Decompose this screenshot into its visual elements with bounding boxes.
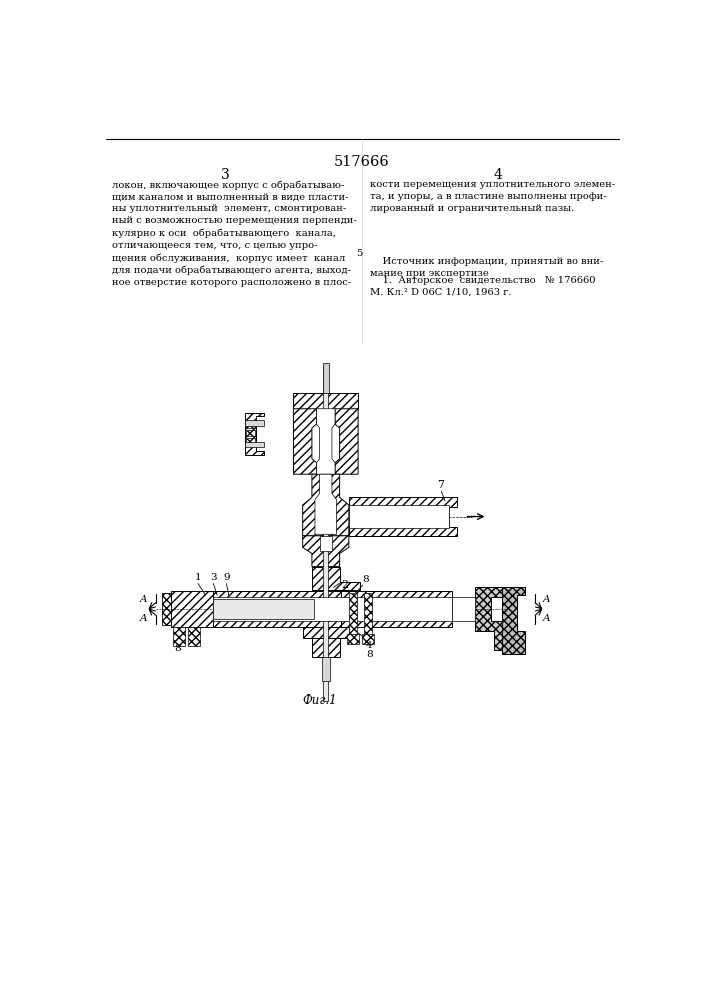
- Polygon shape: [245, 413, 264, 455]
- Text: A: A: [543, 595, 551, 604]
- Polygon shape: [162, 593, 171, 625]
- Polygon shape: [303, 536, 349, 567]
- Polygon shape: [452, 597, 475, 620]
- Polygon shape: [245, 442, 264, 447]
- Text: A: A: [140, 595, 148, 604]
- Text: 5: 5: [356, 249, 363, 258]
- Polygon shape: [171, 591, 214, 627]
- Text: Источник информации, принятый во вни-
мание при экспертизе: Источник информации, принятый во вни- ма…: [370, 257, 603, 278]
- Text: 9: 9: [223, 573, 230, 582]
- Polygon shape: [335, 409, 358, 474]
- Polygon shape: [315, 474, 337, 534]
- Text: 4: 4: [366, 641, 373, 650]
- Polygon shape: [322, 363, 329, 393]
- Polygon shape: [303, 474, 349, 536]
- Text: 4: 4: [493, 168, 503, 182]
- Polygon shape: [245, 420, 264, 426]
- Polygon shape: [349, 497, 457, 536]
- Text: 517666: 517666: [334, 155, 390, 169]
- Text: 2: 2: [341, 580, 349, 590]
- Text: 8: 8: [363, 575, 369, 584]
- Text: 1.  Авторское  свидетельство   № 176660
М. Кл.² D 06С 1/10, 1963 г.: 1. Авторское свидетельство № 176660 М. К…: [370, 276, 595, 296]
- Text: 7: 7: [438, 480, 445, 490]
- Text: 3: 3: [221, 168, 229, 182]
- Text: кости перемещения уплотнительного элемен-
та, и упоры, а в пластине выполнены пр: кости перемещения уплотнительного элемен…: [370, 180, 615, 213]
- Polygon shape: [349, 593, 356, 638]
- Polygon shape: [247, 430, 255, 436]
- Polygon shape: [362, 634, 374, 644]
- Polygon shape: [293, 409, 317, 474]
- Polygon shape: [349, 505, 449, 528]
- Text: 8: 8: [174, 644, 180, 653]
- Polygon shape: [502, 587, 525, 654]
- Polygon shape: [303, 627, 349, 638]
- Polygon shape: [247, 438, 255, 443]
- Polygon shape: [214, 591, 452, 627]
- Polygon shape: [214, 597, 452, 620]
- Text: A: A: [140, 614, 148, 623]
- Polygon shape: [320, 536, 332, 551]
- Polygon shape: [247, 423, 255, 428]
- Polygon shape: [188, 627, 200, 646]
- Polygon shape: [475, 587, 502, 650]
- Text: A: A: [543, 614, 551, 623]
- Text: локон, включающее корпус с обрабатываю-
щим каналом и выполненный в виде пласти-: локон, включающее корпус с обрабатываю- …: [112, 180, 356, 287]
- Text: Фиг.1: Фиг.1: [303, 694, 337, 707]
- Text: 8: 8: [366, 650, 373, 659]
- Text: 1: 1: [194, 573, 201, 582]
- Polygon shape: [364, 593, 372, 638]
- Polygon shape: [293, 393, 358, 409]
- Polygon shape: [312, 638, 339, 657]
- Polygon shape: [214, 599, 314, 619]
- Polygon shape: [317, 409, 335, 474]
- Polygon shape: [322, 657, 329, 681]
- Polygon shape: [173, 627, 185, 646]
- Polygon shape: [312, 567, 361, 590]
- Polygon shape: [341, 591, 452, 627]
- Text: 3: 3: [210, 573, 216, 582]
- Polygon shape: [324, 366, 328, 701]
- Polygon shape: [346, 634, 359, 644]
